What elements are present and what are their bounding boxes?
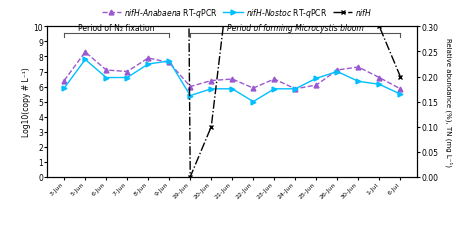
Text: Period of forming Microcystis bloom: Period of forming Microcystis bloom [227,24,364,32]
Y-axis label: Log10(copy # L⁻¹): Log10(copy # L⁻¹) [22,67,31,137]
Y-axis label: Relative abundance (%), TN (mg L⁻¹): Relative abundance (%), TN (mg L⁻¹) [445,38,452,166]
Text: Period of N₂ fixation: Period of N₂ fixation [79,24,155,32]
Legend: $\it{nifH}$-$\it{Anabaena}$ RT-$\it{q}$PCR, $\it{nifH}$-$\it{Nostoc}$ RT-$\it{q}: $\it{nifH}$-$\it{Anabaena}$ RT-$\it{q}$P… [99,4,375,23]
